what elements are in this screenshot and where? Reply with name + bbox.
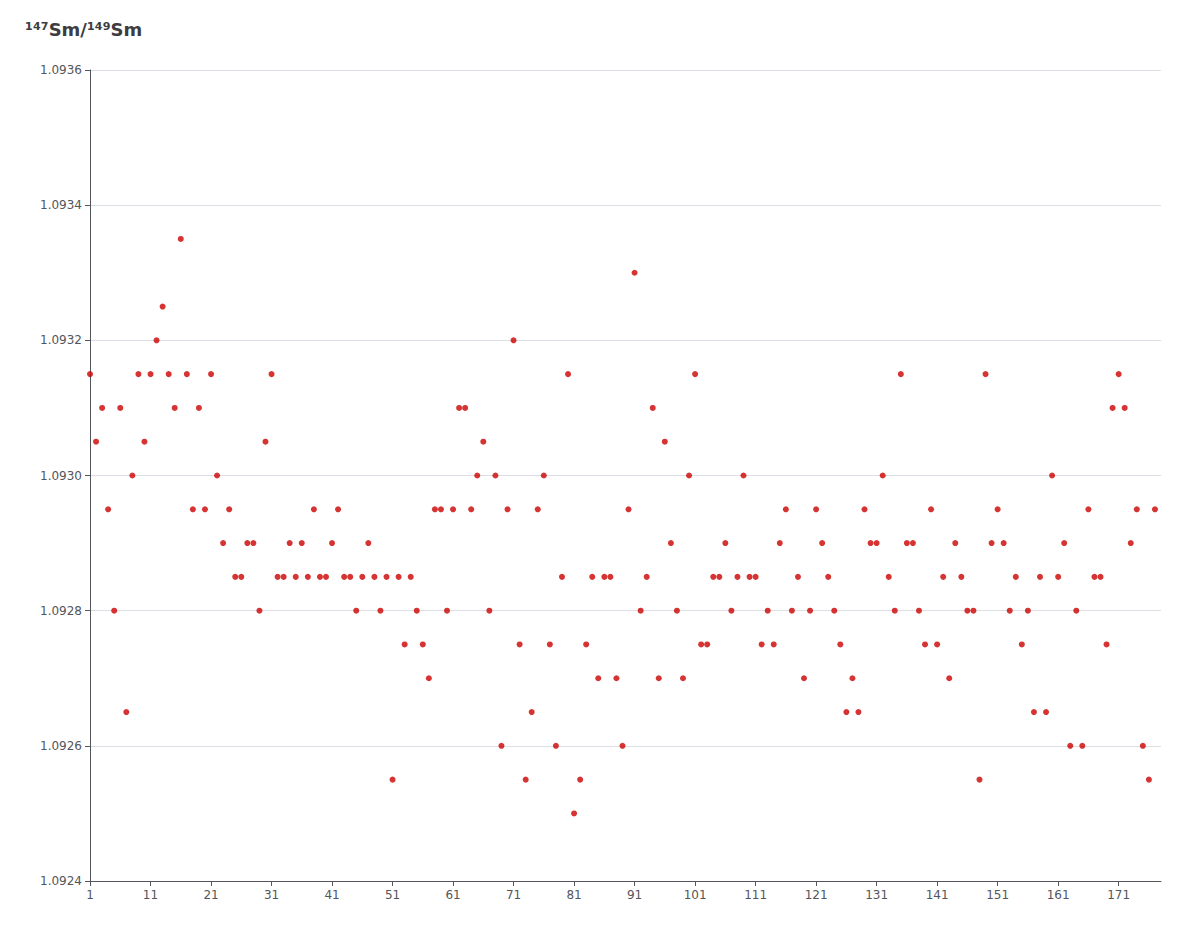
svg-text:41: 41: [324, 888, 339, 902]
svg-text:1.0936: 1.0936: [40, 63, 82, 77]
svg-text:1.0928: 1.0928: [40, 604, 82, 618]
svg-text:¹⁴⁷Sm/¹⁴⁹Sm: ¹⁴⁷Sm/¹⁴⁹Sm: [25, 19, 142, 40]
svg-text:61: 61: [445, 888, 460, 902]
svg-text:151: 151: [986, 888, 1009, 902]
svg-text:91: 91: [627, 888, 642, 902]
svg-text:1.0932: 1.0932: [40, 333, 82, 347]
svg-text:141: 141: [926, 888, 949, 902]
svg-text:1: 1: [86, 888, 94, 902]
svg-text:1.0930: 1.0930: [40, 469, 82, 483]
svg-text:71: 71: [506, 888, 521, 902]
svg-text:1.0934: 1.0934: [40, 198, 82, 212]
svg-text:21: 21: [203, 888, 218, 902]
svg-text:171: 171: [1107, 888, 1130, 902]
svg-text:111: 111: [744, 888, 767, 902]
svg-text:1.0924: 1.0924: [40, 874, 82, 888]
svg-text:131: 131: [865, 888, 888, 902]
svg-text:81: 81: [566, 888, 581, 902]
svg-text:1.0926: 1.0926: [40, 739, 82, 753]
svg-text:51: 51: [385, 888, 400, 902]
svg-text:121: 121: [805, 888, 828, 902]
svg-text:101: 101: [684, 888, 707, 902]
svg-text:31: 31: [264, 888, 279, 902]
svg-text:11: 11: [143, 888, 158, 902]
svg-text:161: 161: [1047, 888, 1070, 902]
